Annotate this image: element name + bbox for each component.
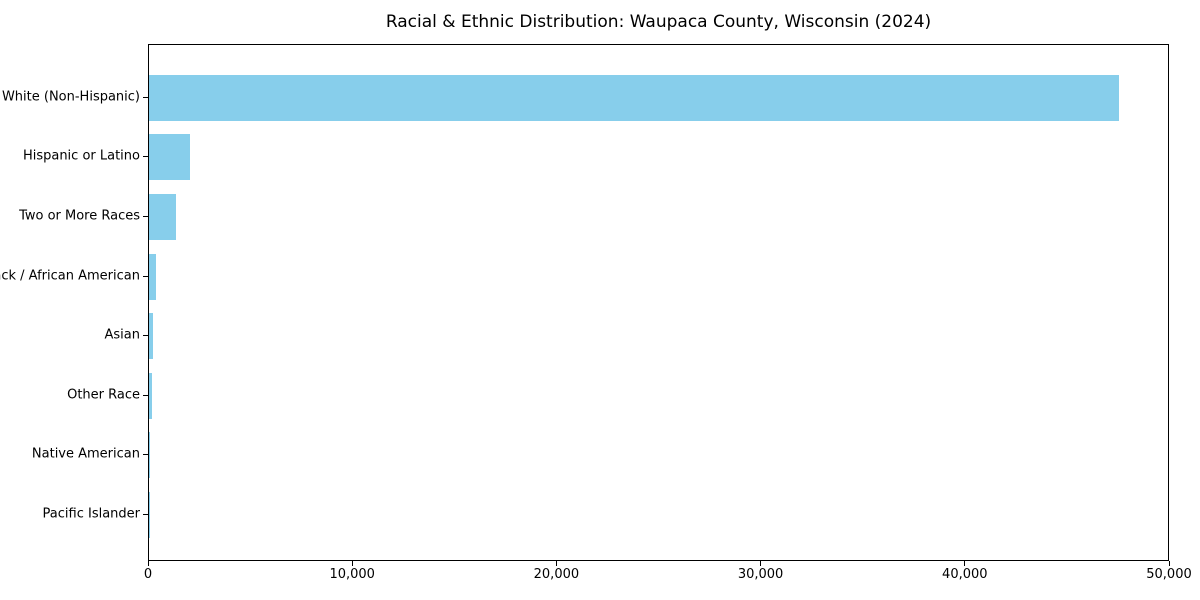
y-tick-label-asian: Asian xyxy=(104,327,140,343)
x-tick-mark xyxy=(351,561,353,566)
chart-title: Racial & Ethnic Distribution: Waupaca Co… xyxy=(385,12,932,32)
y-tick-mark xyxy=(143,335,148,337)
y-tick-mark xyxy=(143,514,148,515)
y-tick-label-pacific-islander: Pacific Islander xyxy=(42,506,140,522)
x-tick-label-10000: 10,000 xyxy=(329,567,375,582)
bar-row-other-race xyxy=(149,366,1168,426)
x-tick-label-30000: 30,000 xyxy=(737,567,784,582)
bar-row-native-american xyxy=(149,426,1168,486)
plot-area xyxy=(148,44,1169,561)
x-tick-mark xyxy=(1168,561,1170,566)
y-tick-label-white-non-hispanic: White (Non-Hispanic) xyxy=(1,89,140,105)
x-tick-mark xyxy=(147,561,149,566)
y-tick-mark xyxy=(143,454,148,456)
y-tick-label-other-race: Other Race xyxy=(67,387,140,403)
y-tick-label-hispanic-or-latino: Hispanic or Latino xyxy=(22,148,140,164)
y-tick-mark xyxy=(143,156,148,158)
x-tick-mark xyxy=(555,561,557,566)
x-tick-label-50000: 50,000 xyxy=(1146,567,1192,582)
y-tick-mark xyxy=(143,275,148,277)
y-tick-label-native-american: Native American xyxy=(31,446,140,462)
bar-row-hispanic-or-latino xyxy=(149,128,1168,188)
bar-asian xyxy=(149,313,153,360)
x-tick-label-0: 0 xyxy=(143,567,153,582)
x-tick-label-40000: 40,000 xyxy=(942,567,988,582)
bar-row-black-african-american xyxy=(149,247,1168,307)
bar-black-african-american xyxy=(149,253,157,300)
bar-row-white-non-hispanic xyxy=(149,68,1168,128)
y-tick-mark xyxy=(143,394,148,396)
bar-two-or-more-races xyxy=(149,193,176,240)
bar-row-two-or-more-races xyxy=(149,187,1168,247)
bar-hispanic-or-latino xyxy=(149,134,190,181)
bar-row-asian xyxy=(149,306,1168,366)
x-tick-mark xyxy=(760,561,762,566)
bar-native-american xyxy=(149,432,151,479)
bar-other-race xyxy=(149,372,153,419)
bar-row-pacific-islander xyxy=(149,485,1168,545)
x-tick-mark xyxy=(964,561,966,566)
y-tick-mark xyxy=(143,96,148,98)
y-tick-label-black-african-american: Black / African American xyxy=(0,268,140,284)
bar-white-non-hispanic xyxy=(149,74,1119,121)
y-tick-label-two-or-more-races: Two or More Races xyxy=(19,208,140,224)
y-tick-mark xyxy=(143,216,148,217)
x-tick-label-20000: 20,000 xyxy=(533,567,580,582)
